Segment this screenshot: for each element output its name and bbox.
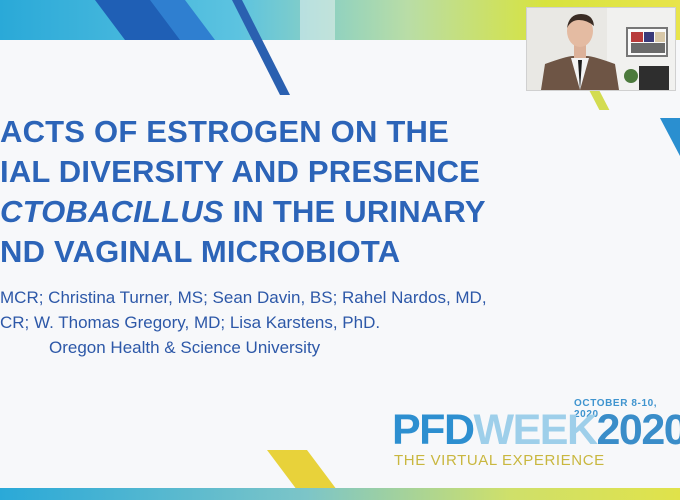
- title-line-1: ACTS OF ESTROGEN ON THE: [0, 114, 449, 149]
- slide-title: ACTS OF ESTROGEN ON THE IAL DIVERSITY AN…: [0, 112, 600, 272]
- event-date: OCTOBER 8-10, 2020: [574, 398, 658, 420]
- logo-wordmark: PFDWEEK2020: [392, 406, 680, 454]
- bottom-decorative-band: [0, 488, 680, 500]
- title-line-2: IAL DIVERSITY AND PRESENCE: [0, 154, 481, 189]
- title-line-4: ND VAGINAL MICROBIOTA: [0, 234, 401, 269]
- author-list: MCR; Christina Turner, MS; Sean Davin, B…: [0, 285, 600, 335]
- author-line-2: CR; W. Thomas Gregory, MD; Lisa Karstens…: [0, 313, 381, 332]
- title-line-3: CTOBACILLUS IN THE URINARY: [0, 194, 486, 229]
- affiliation: Oregon Health & Science University: [49, 338, 321, 357]
- bottom-yellow-stripe-decoration: [267, 450, 337, 490]
- speaker-video-frame: [527, 8, 675, 90]
- right-triangle-decoration: [660, 118, 680, 156]
- pfd-week-logo: OCTOBER 8-10, 2020 PFDWEEK2020 THE VIRTU…: [392, 398, 680, 478]
- top-stripes-decoration: [95, 0, 610, 110]
- speaker-webcam-video[interactable]: [526, 7, 676, 91]
- author-line-1: MCR; Christina Turner, MS; Sean Davin, B…: [0, 288, 487, 307]
- logo-tagline: THE VIRTUAL EXPERIENCE: [394, 452, 605, 469]
